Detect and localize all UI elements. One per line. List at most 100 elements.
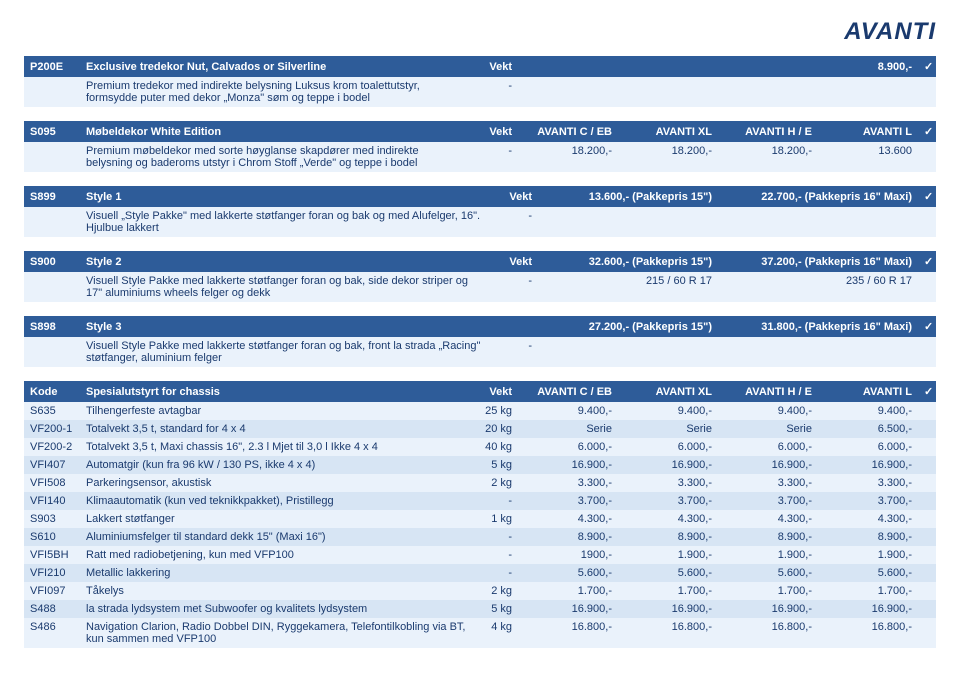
cell-code: S486 [24, 618, 80, 648]
block-s095: S095 Møbeldekor White Edition Vekt AVANT… [24, 121, 936, 172]
price-16: 31.800,- (Pakkepris 16" Maxi) [718, 316, 918, 337]
cell-code: VFI210 [24, 564, 80, 582]
cell-v3: Serie [718, 420, 818, 438]
desc: Visuell Style Pakke med lakkerte støtfan… [80, 337, 492, 367]
cell-v1: 8.900,- [518, 528, 618, 546]
desc: Premium tredekor med indirekte belysning… [80, 77, 472, 107]
col-2: AVANTI XL [618, 381, 718, 402]
cell-chk [918, 582, 936, 600]
table-row: VFI140Klimaautomatik (kun ved teknikkpak… [24, 492, 936, 510]
cell-desc: Lakkert støtfanger [80, 510, 472, 528]
cell-vekt: - [472, 528, 518, 546]
col-desc: Spesialutstyrt for chassis [80, 381, 472, 402]
cell-v1: 16.800,- [518, 618, 618, 648]
cell-chk [918, 474, 936, 492]
cell-code: VFI140 [24, 492, 80, 510]
table-row: S610Aluminiumsfelger til standard dekk 1… [24, 528, 936, 546]
check-icon: ✓ [918, 316, 936, 337]
cell-v4: 4.300,- [818, 510, 918, 528]
d1: 215 / 60 R 17 [538, 272, 718, 302]
cell-v1: Serie [518, 420, 618, 438]
table-row: VFI407Automatgir (kun fra 96 kW / 130 PS… [24, 456, 936, 474]
cell-v4: 3.700,- [818, 492, 918, 510]
code: S900 [24, 251, 80, 272]
cell-desc: la strada lydsystem met Subwoofer og kva… [80, 600, 472, 618]
code: S095 [24, 121, 80, 142]
cell-chk [918, 402, 936, 420]
cell-chk [918, 600, 936, 618]
price-15: 32.600,- (Pakkepris 15") [538, 251, 718, 272]
cell-desc: Metallic lakkering [80, 564, 472, 582]
cell-desc: Tilhengerfeste avtagbar [80, 402, 472, 420]
col-4: AVANTI L [818, 381, 918, 402]
price: 8.900,- [818, 56, 918, 77]
cell-v2: Serie [618, 420, 718, 438]
desc-vekt: - [472, 77, 518, 107]
cell-vekt: 5 kg [472, 456, 518, 474]
cell-code: S903 [24, 510, 80, 528]
cell-vekt: 2 kg [472, 582, 518, 600]
cell-code: VFI097 [24, 582, 80, 600]
code: S899 [24, 186, 80, 207]
price-15: 13.600,- (Pakkepris 15") [538, 186, 718, 207]
cell-v2: 5.600,- [618, 564, 718, 582]
cell-v2: 3.300,- [618, 474, 718, 492]
cell-desc: Parkeringsensor, akustisk [80, 474, 472, 492]
cell-v4: 1.900,- [818, 546, 918, 564]
cell-v3: 3.300,- [718, 474, 818, 492]
cell-desc: Totalvekt 3,5 t, Maxi chassis 16", 2.3 l… [80, 438, 472, 456]
brand-logo: AVANTI [24, 18, 936, 46]
desc-vekt: - [492, 207, 538, 237]
cell-v3: 1.700,- [718, 582, 818, 600]
cell-desc: Navigation Clarion, Radio Dobbel DIN, Ry… [80, 618, 472, 648]
cell-v4: 3.300,- [818, 474, 918, 492]
cell-code: S488 [24, 600, 80, 618]
cell-v4: 16.900,- [818, 456, 918, 474]
cell-chk [918, 510, 936, 528]
vekt-label: Vekt [492, 251, 538, 272]
cell-vekt: - [472, 492, 518, 510]
cell-v4: 16.900,- [818, 600, 918, 618]
cell-v3: 16.800,- [718, 618, 818, 648]
cell-desc: Tåkelys [80, 582, 472, 600]
desc: Visuell Style Pakke med lakkerte støtfan… [80, 272, 492, 302]
cell-chk [918, 492, 936, 510]
title: Exclusive tredekor Nut, Calvados or Silv… [80, 56, 472, 77]
cell-v1: 3.300,- [518, 474, 618, 492]
cell-v2: 6.000,- [618, 438, 718, 456]
block-s900: S900 Style 2 Vekt 32.600,- (Pakkepris 15… [24, 251, 936, 302]
cell-v4: 1.700,- [818, 582, 918, 600]
cell-vekt: 2 kg [472, 474, 518, 492]
cell-v2: 16.900,- [618, 456, 718, 474]
cell-desc: Ratt med radiobetjening, kun med VFP100 [80, 546, 472, 564]
cell-v2: 16.800,- [618, 618, 718, 648]
check-icon: ✓ [918, 251, 936, 272]
price-16: 37.200,- (Pakkepris 16" Maxi) [718, 251, 918, 272]
cell-vekt: 5 kg [472, 600, 518, 618]
cell-vekt: 40 kg [472, 438, 518, 456]
table-row: VF200-2Totalvekt 3,5 t, Maxi chassis 16"… [24, 438, 936, 456]
col2: AVANTI XL [618, 121, 718, 142]
vekt: - [472, 142, 518, 172]
check-icon: ✓ [918, 56, 936, 77]
cell-vekt: - [472, 546, 518, 564]
desc: Premium møbeldekor med sorte høyglanse s… [80, 142, 472, 172]
cell-v3: 3.700,- [718, 492, 818, 510]
cell-vekt: - [472, 564, 518, 582]
col1: AVANTI C / EB [518, 121, 618, 142]
title: Møbeldekor White Edition [80, 121, 472, 142]
vekt-label: Vekt [472, 56, 518, 77]
table-row: VFI097Tåkelys2 kg1.700,-1.700,-1.700,-1.… [24, 582, 936, 600]
cell-v3: 16.900,- [718, 600, 818, 618]
cell-v4: 9.400,- [818, 402, 918, 420]
chassis-table: Kode Spesialutstyrt for chassis Vekt AVA… [24, 381, 936, 648]
cell-v2: 1.700,- [618, 582, 718, 600]
col-code: Kode [24, 381, 80, 402]
cell-v2: 4.300,- [618, 510, 718, 528]
cell-v3: 1.900,- [718, 546, 818, 564]
block-p200e: P200E Exclusive tredekor Nut, Calvados o… [24, 56, 936, 107]
desc-vekt: - [492, 272, 538, 302]
table-row: VF200-1Totalvekt 3,5 t, standard for 4 x… [24, 420, 936, 438]
cell-v4: 8.900,- [818, 528, 918, 546]
cell-v1: 6.000,- [518, 438, 618, 456]
